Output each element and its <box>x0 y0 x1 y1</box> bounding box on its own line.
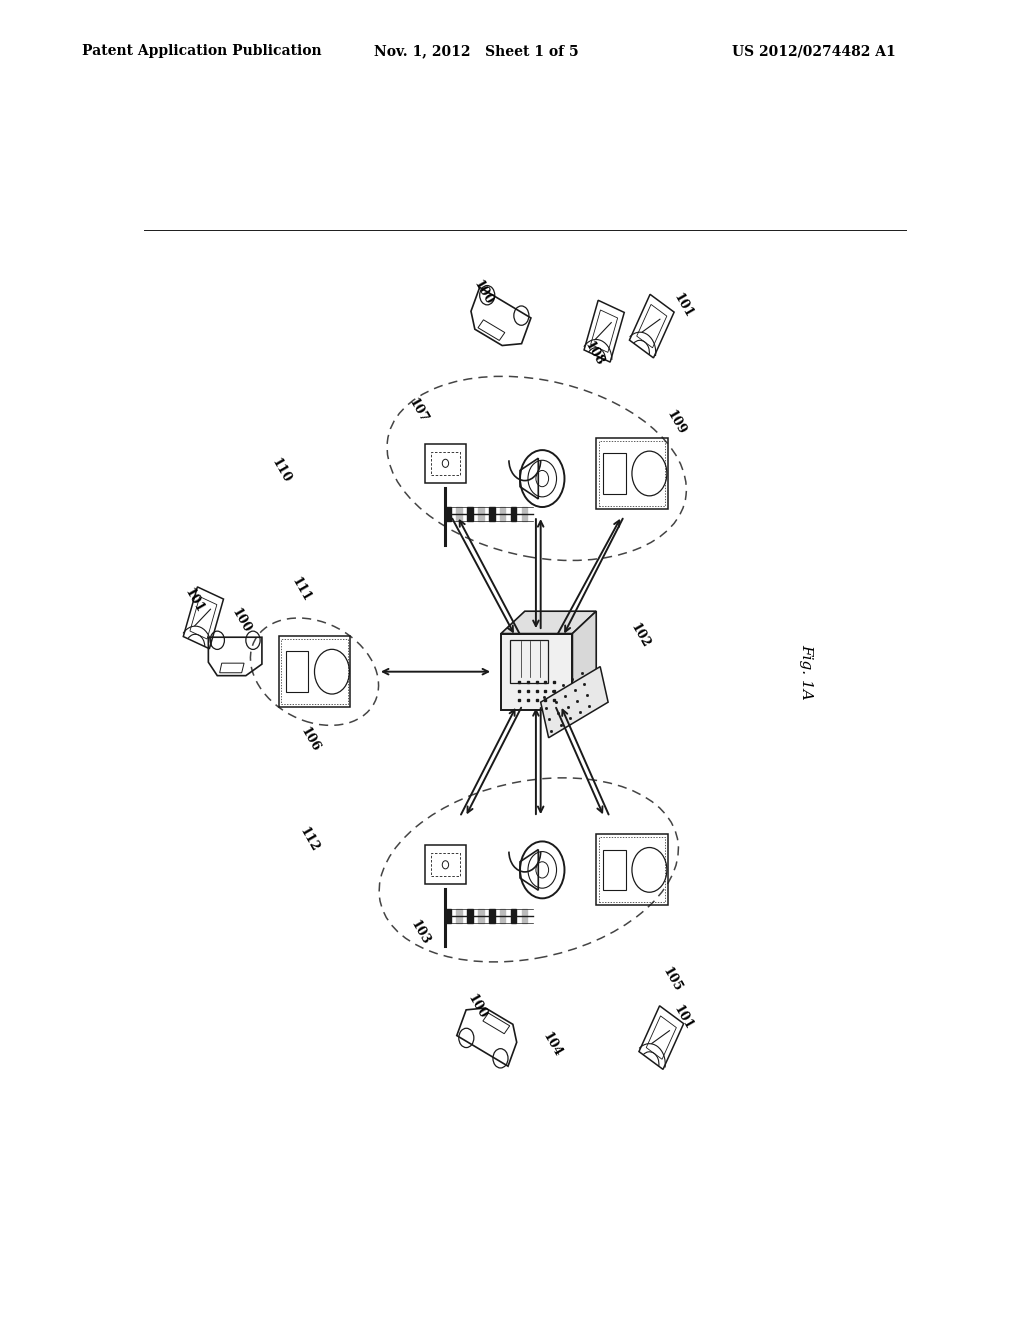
Bar <box>467 507 473 521</box>
Bar <box>286 651 308 692</box>
Bar <box>445 908 451 923</box>
Polygon shape <box>501 611 596 634</box>
Text: 104: 104 <box>541 1030 565 1060</box>
Text: 101: 101 <box>181 586 206 615</box>
Bar <box>489 507 495 521</box>
Bar <box>425 444 466 483</box>
Polygon shape <box>541 667 608 738</box>
Text: US 2012/0274482 A1: US 2012/0274482 A1 <box>732 45 896 58</box>
Text: 101: 101 <box>672 292 695 321</box>
Bar <box>599 837 666 903</box>
Bar <box>282 639 348 704</box>
Text: 108: 108 <box>582 339 606 368</box>
Text: Fig. 1A: Fig. 1A <box>800 644 813 700</box>
Bar <box>500 908 506 923</box>
Bar <box>510 640 548 682</box>
Text: Patent Application Publication: Patent Application Publication <box>82 45 322 58</box>
Text: 101: 101 <box>672 1003 695 1032</box>
Bar <box>511 908 516 923</box>
Polygon shape <box>572 611 596 710</box>
Text: 100: 100 <box>229 606 254 635</box>
Text: 106: 106 <box>298 725 323 754</box>
Bar <box>457 908 462 923</box>
Text: 105: 105 <box>659 965 684 994</box>
Bar <box>522 507 527 521</box>
Bar <box>489 908 495 923</box>
Bar <box>599 441 666 506</box>
Text: 100: 100 <box>471 279 495 308</box>
Bar <box>500 507 506 521</box>
Text: Nov. 1, 2012   Sheet 1 of 5: Nov. 1, 2012 Sheet 1 of 5 <box>374 45 579 58</box>
FancyBboxPatch shape <box>501 634 572 710</box>
Text: 102: 102 <box>628 622 652 651</box>
Bar <box>467 908 473 923</box>
Bar <box>603 850 626 890</box>
Text: 107: 107 <box>406 396 430 425</box>
Bar <box>457 507 462 521</box>
Bar <box>596 438 668 510</box>
Text: 109: 109 <box>664 408 688 437</box>
Text: 100: 100 <box>465 993 489 1022</box>
Bar <box>596 834 668 906</box>
Bar <box>478 908 483 923</box>
Bar <box>425 846 466 884</box>
Bar <box>430 853 461 876</box>
Bar <box>478 507 483 521</box>
Bar <box>445 507 451 521</box>
Text: 112: 112 <box>297 825 322 854</box>
Text: 103: 103 <box>408 919 432 948</box>
Bar <box>279 636 350 708</box>
Bar <box>430 451 461 475</box>
Bar <box>603 453 626 494</box>
Text: 111: 111 <box>289 574 313 605</box>
Bar <box>522 908 527 923</box>
Text: 110: 110 <box>269 455 293 484</box>
Bar <box>511 507 516 521</box>
